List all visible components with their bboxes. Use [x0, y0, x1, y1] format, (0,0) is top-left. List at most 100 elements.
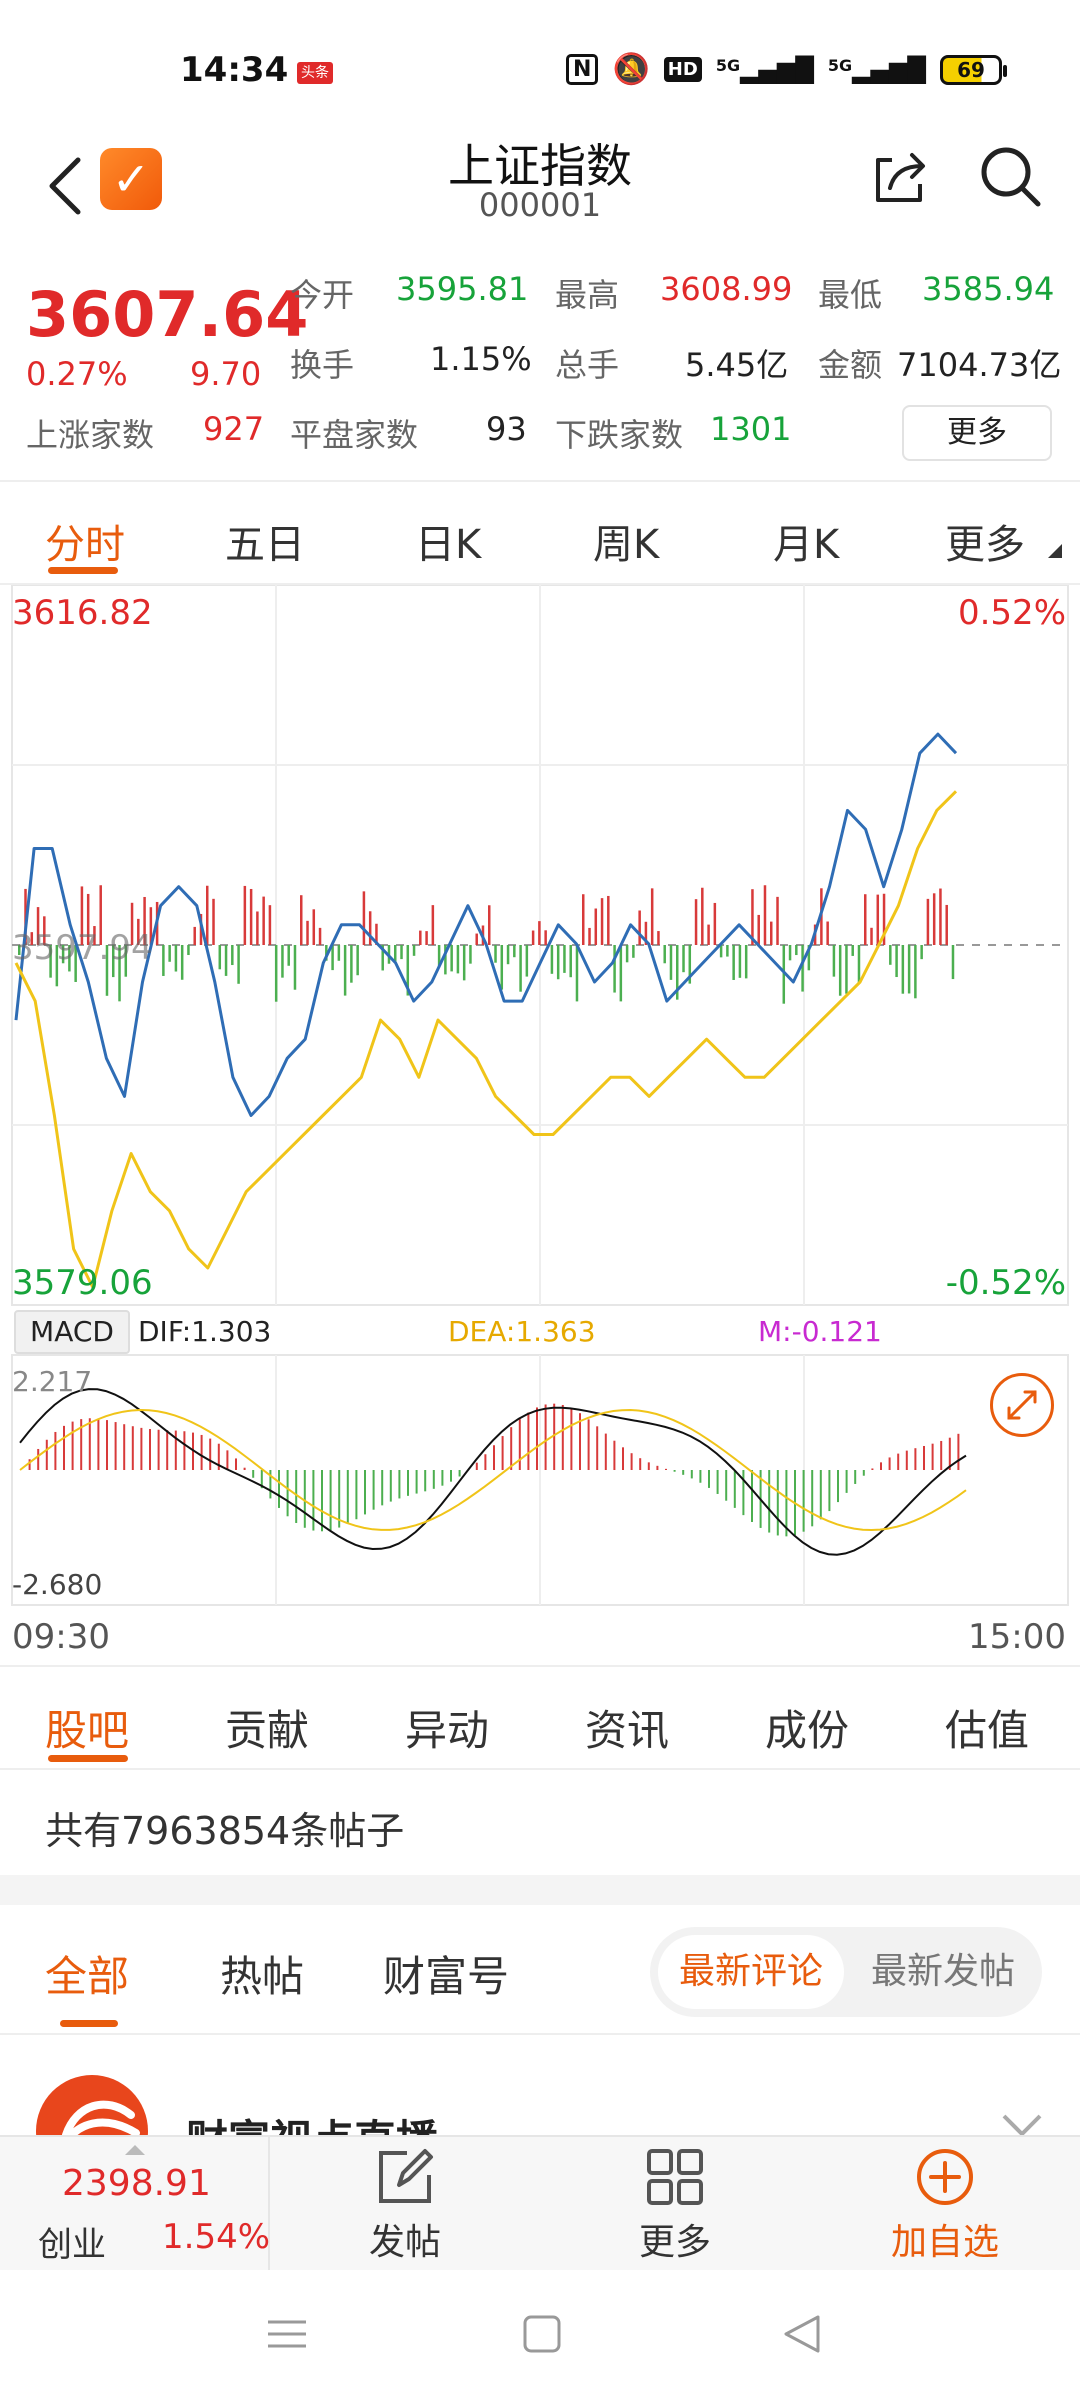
ticker-value: 2398.91 [62, 2163, 211, 2204]
sort-latest-post[interactable]: 最新发帖 [870, 1951, 1015, 1992]
status-time: 14:34 [180, 50, 289, 90]
volume-bar [149, 907, 153, 945]
macd-bar [398, 1470, 401, 1499]
home-icon[interactable] [523, 2315, 561, 2353]
tab-intraday[interactable]: 分时 [45, 522, 125, 568]
volume-bar [362, 891, 366, 945]
macd-bar [630, 1453, 633, 1470]
list-item[interactable]: 财富视点直播 [0, 2035, 1080, 2135]
add-watchlist-button[interactable]: 加自选 [870, 2137, 1020, 2272]
macd-bar [613, 1440, 616, 1470]
open-label: 今开 [290, 276, 355, 314]
macd-bar [71, 1421, 74, 1470]
tab-forum[interactable]: 股吧 [45, 1706, 130, 1755]
volume-bar [932, 893, 936, 945]
caret-up-icon [125, 2145, 145, 2155]
avatar [36, 2075, 148, 2135]
volume-bar [68, 945, 71, 972]
macd-bar [106, 1420, 108, 1470]
tab-constituents[interactable]: 成份 [765, 1706, 850, 1755]
volume-bar [607, 895, 610, 945]
macd-bar [37, 1448, 40, 1470]
volume-bar [770, 921, 773, 945]
volume-bar [694, 899, 698, 945]
tab-all[interactable]: 全部 [45, 1952, 130, 2001]
search-button[interactable] [976, 142, 1046, 212]
tab-more[interactable]: 更多 [945, 522, 1025, 568]
tab-wealth[interactable]: 财富号 [383, 1952, 510, 2001]
share-button[interactable] [868, 146, 930, 208]
more-quote-button[interactable]: 更多 [902, 405, 1052, 461]
volume-bar [845, 945, 848, 994]
network-label: 5G [715, 55, 741, 75]
volume-bar [243, 885, 247, 945]
volume-bar [882, 893, 886, 945]
macd-bar [493, 1445, 495, 1470]
signal-icon: 5G▂▄▆█ [715, 55, 814, 84]
tab-weekly-k[interactable]: 周K [593, 522, 660, 568]
tab-hot[interactable]: 热帖 [220, 1952, 305, 2001]
macd-bar [424, 1470, 427, 1492]
ticker-change: 1.54% [162, 2217, 271, 2257]
tab-monthly-k[interactable]: 月K [773, 522, 840, 568]
volume-bar [456, 945, 460, 974]
volume-bar [676, 945, 679, 1000]
volume-bar [274, 945, 278, 1002]
macd-bar [88, 1418, 91, 1470]
expand-chart-button[interactable] [990, 1373, 1054, 1437]
volume-bar [582, 894, 585, 945]
volume-bar [262, 896, 265, 945]
tab-contribution[interactable]: 贡献 [225, 1706, 310, 1755]
macd-bar [174, 1430, 177, 1470]
menu-icon[interactable] [268, 2320, 306, 2348]
post-button[interactable]: 发帖 [330, 2137, 480, 2272]
tab-news[interactable]: 资讯 [585, 1706, 670, 1755]
volume-bar [688, 945, 692, 984]
up-count: 927 [203, 410, 265, 448]
volume-bar [469, 945, 472, 964]
volume-bar [901, 945, 905, 994]
volume-bar [619, 945, 623, 1002]
mute-icon: 🔕 [612, 52, 650, 87]
dif-value: DIF:1.303 [138, 1315, 272, 1348]
back-nav-icon[interactable] [784, 2315, 820, 2353]
back-button[interactable] [40, 150, 90, 220]
macd-bar [733, 1470, 736, 1508]
volume-bar [431, 905, 435, 945]
volume-bar [343, 945, 347, 996]
more-button[interactable]: 更多 [600, 2137, 750, 2272]
pct-high-label: 0.52% [957, 593, 1066, 633]
volume-bar [287, 945, 290, 966]
sort-latest-comment[interactable]: 最新评论 [658, 1935, 844, 2009]
checkmark-logo-icon[interactable]: ✓ [100, 148, 162, 210]
tab-valuation[interactable]: 估值 [945, 1706, 1030, 1755]
macd-bar [622, 1447, 624, 1470]
index-ticker[interactable]: 2398.91 创业 1.54% [0, 2137, 270, 2272]
chevron-down-icon[interactable] [1000, 2105, 1044, 2135]
macd-bar [690, 1470, 693, 1479]
macd-bar [295, 1470, 298, 1523]
macd-bar [269, 1470, 272, 1499]
macd-bar [166, 1430, 169, 1470]
volume-bar [738, 945, 742, 978]
volume-bar [556, 945, 560, 980]
volume-bar [462, 945, 466, 981]
volume-bar [550, 945, 554, 974]
sort-toggle: 最新评论 最新发帖 [650, 1927, 1042, 2017]
chart-grid [11, 585, 1069, 1606]
time-end-label: 15:00 [968, 1617, 1066, 1657]
volume-bars [18, 885, 955, 1004]
volume-bar [519, 945, 522, 992]
macd-bar [854, 1470, 857, 1484]
tab-five-day[interactable]: 五日 [225, 522, 305, 568]
macd-bar [880, 1462, 882, 1470]
macd-high-label: 2.217 [12, 1365, 93, 1398]
macd-bar [656, 1465, 659, 1470]
more-label: 更多 [638, 2222, 711, 2263]
macd-bar [303, 1470, 306, 1528]
tab-movement[interactable]: 异动 [405, 1706, 490, 1755]
volume-bar [732, 945, 735, 980]
macd-indicator-button[interactable]: MACD [14, 1310, 130, 1354]
tab-daily-k[interactable]: 日K [415, 522, 482, 568]
intraday-chart[interactable]: 3616.82 0.52% 3597.94 3579.06 -0.52% MAC… [0, 585, 1080, 1670]
